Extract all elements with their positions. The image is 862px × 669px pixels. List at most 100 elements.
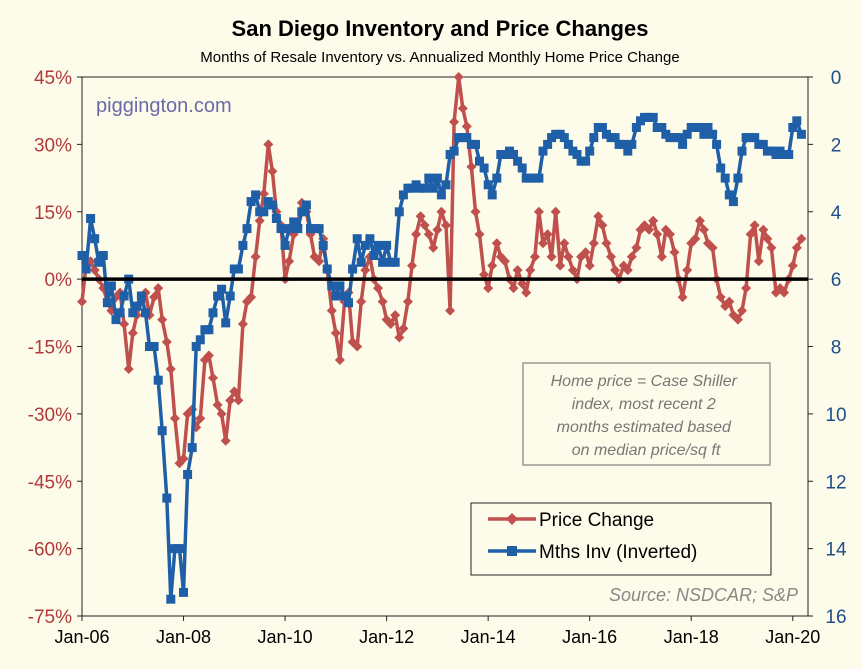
- right-axis-label: 6: [831, 270, 842, 291]
- inventory-point: [115, 308, 125, 318]
- price-point: [741, 283, 752, 294]
- price-point: [749, 220, 760, 231]
- right-axis-label: 10: [825, 405, 846, 426]
- source-note: Source: NSDCAR; S&P: [609, 585, 798, 605]
- price-point: [390, 310, 401, 321]
- price-point: [499, 256, 510, 267]
- price-point: [220, 435, 231, 446]
- price-point: [330, 328, 341, 338]
- price-point: [436, 206, 447, 217]
- price-point: [669, 247, 680, 258]
- price-point: [423, 229, 434, 240]
- x-axis-label: Jan-06: [54, 627, 109, 647]
- left-axis-label: -45%: [28, 472, 72, 493]
- legend-label-inventory: Mths Inv (Inverted): [539, 542, 697, 563]
- price-point: [546, 251, 557, 262]
- inventory-point: [513, 156, 523, 166]
- price-point: [453, 72, 464, 82]
- inventory-point: [720, 173, 730, 183]
- price-point: [402, 296, 413, 307]
- inventory-point: [500, 150, 510, 159]
- inventory-point: [728, 197, 738, 207]
- price-point: [267, 166, 278, 177]
- inventory-point: [233, 264, 243, 274]
- left-axis-label: 15%: [34, 203, 72, 224]
- inventory-point: [314, 224, 324, 234]
- inventory-point: [179, 587, 188, 597]
- inventory-point: [543, 139, 553, 149]
- x-axis-label: Jan-20: [765, 627, 820, 647]
- price-point: [538, 238, 548, 249]
- price-point: [525, 265, 536, 276]
- inventory-point: [682, 129, 692, 139]
- price-point: [737, 305, 747, 316]
- price-point: [449, 116, 460, 127]
- inventory-point: [750, 133, 760, 143]
- inventory-point: [356, 257, 366, 267]
- inventory-point: [631, 123, 641, 132]
- price-point: [356, 296, 367, 307]
- x-axis-label: Jan-16: [562, 627, 617, 647]
- inventory-point: [665, 133, 675, 143]
- inventory-point: [589, 133, 599, 143]
- price-point: [791, 242, 802, 253]
- inventory-point: [98, 251, 108, 260]
- legend-item-price: Price Change: [488, 510, 654, 531]
- price-point: [157, 314, 168, 325]
- price-point: [461, 121, 472, 132]
- left-axis-label: -15%: [28, 338, 72, 359]
- inventory-point: [623, 146, 633, 156]
- inventory-point: [183, 470, 193, 479]
- price-point: [508, 283, 519, 294]
- price-point: [588, 238, 599, 249]
- inventory-point: [162, 493, 172, 503]
- price-point: [648, 215, 659, 226]
- inventory-point: [737, 146, 747, 156]
- inventory-point: [758, 139, 768, 149]
- price-point: [694, 215, 705, 226]
- inventory-point: [238, 240, 248, 250]
- inventory-point: [102, 298, 112, 308]
- inventory-point: [563, 139, 573, 149]
- inventory-point: [267, 200, 277, 210]
- right-axis-label: 14: [825, 540, 847, 561]
- price-point: [626, 251, 637, 262]
- inventory-point: [479, 163, 489, 173]
- inventory-point: [424, 173, 434, 183]
- inventory-point: [572, 150, 582, 159]
- right-axis-label: 12: [825, 472, 846, 493]
- inventory-point: [217, 284, 227, 294]
- price-point: [407, 260, 417, 271]
- price-point: [314, 256, 325, 267]
- x-axis-label: Jan-18: [664, 627, 719, 647]
- annotation-box: [522, 362, 771, 466]
- inventory-point: [86, 214, 96, 223]
- price-point: [559, 238, 570, 249]
- inventory-point: [284, 224, 294, 234]
- price-point: [567, 265, 578, 276]
- price-point: [644, 224, 655, 235]
- inventory-point: [132, 301, 142, 311]
- price-point: [542, 229, 553, 240]
- x-axis-label: Jan-14: [461, 627, 516, 647]
- inventory-point: [175, 544, 184, 554]
- inventory-point: [779, 150, 789, 159]
- price-point: [195, 413, 206, 424]
- inventory-point: [517, 163, 527, 173]
- price-point: [284, 256, 295, 267]
- inventory-point: [614, 139, 624, 149]
- inventory-point: [301, 200, 311, 210]
- price-point: [149, 292, 160, 303]
- price-point: [576, 251, 587, 262]
- price-point: [677, 292, 688, 303]
- inventory-point: [652, 123, 662, 132]
- inventory-point: [77, 251, 87, 260]
- inventory-point: [462, 133, 472, 143]
- inventory-point: [94, 257, 104, 267]
- price-point: [479, 269, 490, 280]
- inventory-point: [695, 123, 705, 132]
- price-point: [352, 341, 363, 352]
- inventory-point: [111, 315, 121, 325]
- inventory-point: [136, 291, 146, 301]
- inventory-point: [581, 156, 591, 166]
